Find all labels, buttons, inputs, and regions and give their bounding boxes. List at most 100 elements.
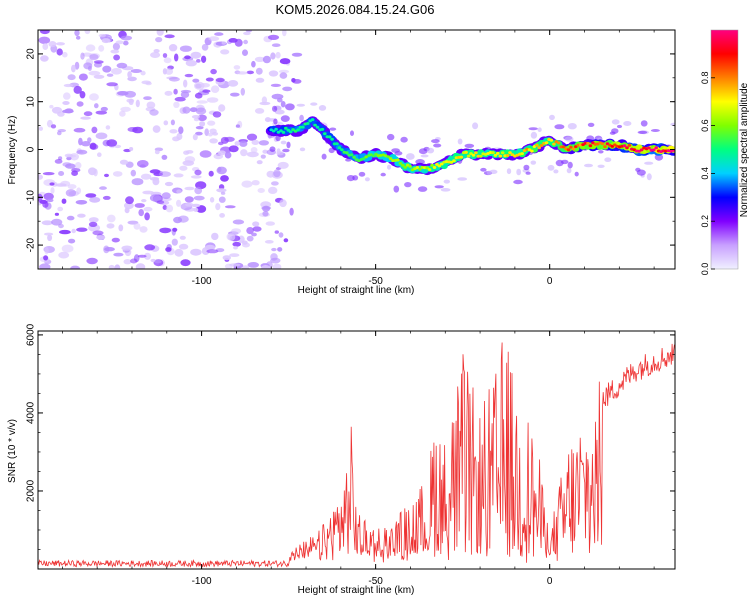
- noise-blob: [195, 107, 207, 115]
- ridge-halo-blob: [329, 127, 337, 131]
- ridge-halo-blob: [611, 119, 620, 125]
- ridge-segment: [362, 157, 366, 161]
- ridge-halo-blob: [587, 122, 595, 127]
- noise-blob: [84, 30, 91, 35]
- noise-blob: [71, 228, 76, 234]
- noise-blob: [76, 187, 82, 195]
- ridge-segment: [508, 151, 512, 155]
- noise-blob: [210, 85, 220, 93]
- noise-blob: [270, 52, 276, 60]
- noise-blob: [91, 126, 98, 134]
- noise-blob: [173, 88, 178, 95]
- ridge-segment: [301, 125, 305, 129]
- ridge-segment: [291, 128, 295, 132]
- noise-blob: [259, 101, 271, 106]
- noise-blob: [113, 54, 120, 61]
- ridge-segment: [440, 162, 444, 166]
- snr-y-label: SNR (10 * v/v): [7, 419, 18, 483]
- noise-blob: [232, 241, 241, 247]
- noise-blob: [78, 73, 88, 81]
- ridge-segment: [505, 154, 510, 157]
- y-tick-label: 20: [26, 48, 37, 60]
- noise-blob: [57, 129, 66, 133]
- noise-blob: [114, 144, 122, 149]
- ridge-segment: [556, 141, 561, 145]
- ridge-segment: [571, 147, 576, 151]
- ridge-segment: [537, 146, 541, 150]
- noise-blob: [113, 252, 124, 257]
- noise-blob: [254, 56, 265, 63]
- ridge-halo-blob: [400, 136, 408, 143]
- noise-blob: [216, 188, 227, 193]
- noise-blob: [93, 60, 104, 64]
- ridge-segment: [352, 155, 356, 159]
- noise-blob: [47, 234, 53, 241]
- noise-blob: [139, 226, 148, 233]
- noise-blob: [80, 52, 85, 60]
- ridge-segment: [459, 155, 464, 159]
- ridge-segment: [496, 151, 500, 155]
- noise-blob: [44, 232, 54, 236]
- spectrogram-y-label: Frequency (Hz): [7, 116, 18, 185]
- noise-blob: [106, 139, 118, 147]
- noise-blob: [110, 49, 120, 54]
- noise-blob: [42, 201, 49, 208]
- ridge-segment: [569, 145, 573, 149]
- ridge-segment: [586, 141, 590, 145]
- ridge-segment: [279, 129, 283, 133]
- colorbar-tick-label: 0.8: [700, 72, 710, 85]
- noise-blob: [174, 53, 179, 62]
- noise-blob: [183, 79, 188, 88]
- noise-blob: [144, 252, 151, 260]
- noise-blob: [251, 139, 260, 145]
- noise-blob: [291, 78, 296, 83]
- noise-blob: [220, 191, 226, 195]
- noise-blob: [156, 30, 164, 36]
- noise-blob: [271, 43, 281, 47]
- ridge-halo-blob: [553, 169, 559, 174]
- ridge-segment: [449, 160, 454, 164]
- ridge-segment: [654, 146, 658, 150]
- noise-blob: [119, 110, 126, 117]
- ridge-halo-blob: [299, 147, 306, 152]
- noise-blob: [132, 126, 144, 134]
- noise-blob: [168, 77, 180, 82]
- ridge-halo-blob: [318, 105, 327, 111]
- noise-blob: [194, 92, 203, 99]
- noise-blob: [93, 74, 105, 79]
- noise-blob: [43, 255, 49, 261]
- noise-blob: [41, 220, 53, 226]
- noise-blob: [192, 78, 200, 83]
- ridge-segment: [469, 152, 473, 156]
- noise-blob: [107, 214, 116, 223]
- ridge-halo-blob: [358, 171, 366, 177]
- ridge-halo-blob: [387, 133, 395, 141]
- noise-blob: [277, 161, 289, 169]
- ridge-segment: [491, 151, 495, 155]
- ridge-segment: [652, 148, 656, 152]
- noise-blobs: [38, 30, 304, 269]
- ridge-halo-blob: [431, 139, 440, 144]
- noise-blob: [271, 181, 279, 186]
- noise-blob: [252, 226, 262, 232]
- noise-blob: [246, 227, 254, 235]
- ridge-segment: [313, 123, 317, 127]
- y-tick-label: 4000: [26, 401, 37, 424]
- noise-blob: [62, 109, 74, 114]
- ridge-segment: [452, 159, 456, 163]
- ridge-segment: [330, 137, 334, 141]
- ridge-segment: [276, 130, 281, 134]
- noise-blob: [209, 138, 218, 144]
- noise-blob: [50, 187, 55, 194]
- noise-blob: [174, 96, 186, 102]
- ridge-segment: [340, 148, 344, 152]
- y-tick-label: 2000: [26, 479, 37, 502]
- ridge-segment: [403, 165, 408, 169]
- noise-blob: [215, 203, 221, 211]
- noise-blob: [184, 55, 191, 60]
- noise-blob: [277, 247, 283, 252]
- noise-blob: [211, 232, 219, 241]
- ridge-segment: [535, 143, 539, 147]
- noise-blob: [279, 72, 288, 79]
- noise-blob: [123, 40, 129, 46]
